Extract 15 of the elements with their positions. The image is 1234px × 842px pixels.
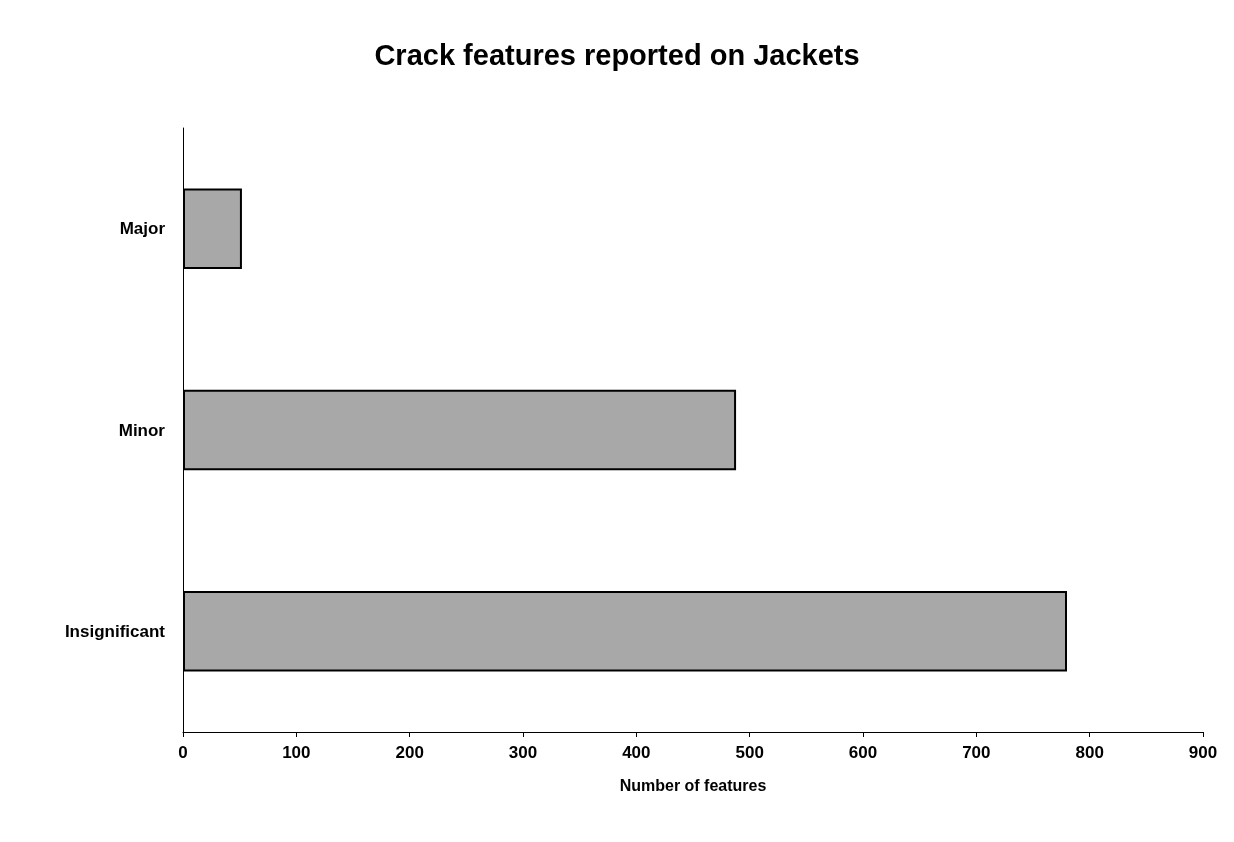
x-tick-label: 200 xyxy=(395,743,424,762)
chart-title: Crack features reported on Jackets xyxy=(374,38,860,71)
x-tick-label: 0 xyxy=(178,743,188,762)
y-tick-label: Major xyxy=(119,219,166,239)
x-tick-label: 700 xyxy=(962,743,991,762)
x-axis-title: Number of features xyxy=(619,776,767,794)
x-tick-label: 400 xyxy=(622,743,651,762)
x-tick-label: 800 xyxy=(1075,743,1104,762)
y-tick-label: Minor xyxy=(118,420,166,440)
y-tick-label: Insignificant xyxy=(64,621,166,641)
x-tick-label: 500 xyxy=(735,743,764,762)
x-tick-label: 900 xyxy=(1188,743,1218,762)
x-tick-label: 100 xyxy=(282,743,311,762)
x-tick-label: 600 xyxy=(848,743,878,762)
x-tick-label: 300 xyxy=(508,743,538,762)
